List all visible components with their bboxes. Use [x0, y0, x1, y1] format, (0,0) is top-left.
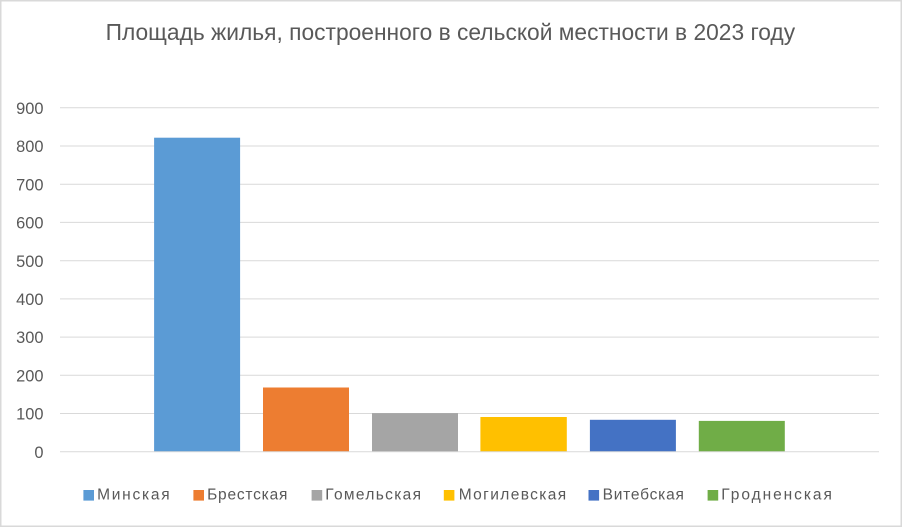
svg-text:600: 600: [16, 215, 43, 233]
svg-text:900: 900: [16, 100, 43, 118]
svg-text:Гомельская: Гомельская: [325, 486, 421, 503]
svg-text:800: 800: [16, 138, 43, 156]
svg-text:Брестская: Брестская: [207, 486, 287, 503]
svg-text:100: 100: [16, 406, 43, 424]
svg-text:Гродненская: Гродненская: [721, 486, 832, 503]
svg-text:Площадь жилья, построенного в: Площадь жилья, построенного в сельской м…: [106, 19, 796, 45]
svg-text:Могилевская: Могилевская: [459, 486, 567, 503]
svg-text:300: 300: [16, 329, 43, 347]
svg-text:700: 700: [16, 176, 43, 194]
svg-text:Витебская: Витебская: [603, 486, 684, 503]
svg-text:500: 500: [16, 253, 43, 271]
svg-text:0: 0: [34, 444, 43, 462]
svg-text:Минская: Минская: [97, 486, 170, 503]
svg-text:200: 200: [16, 367, 43, 385]
svg-text:400: 400: [16, 291, 43, 309]
